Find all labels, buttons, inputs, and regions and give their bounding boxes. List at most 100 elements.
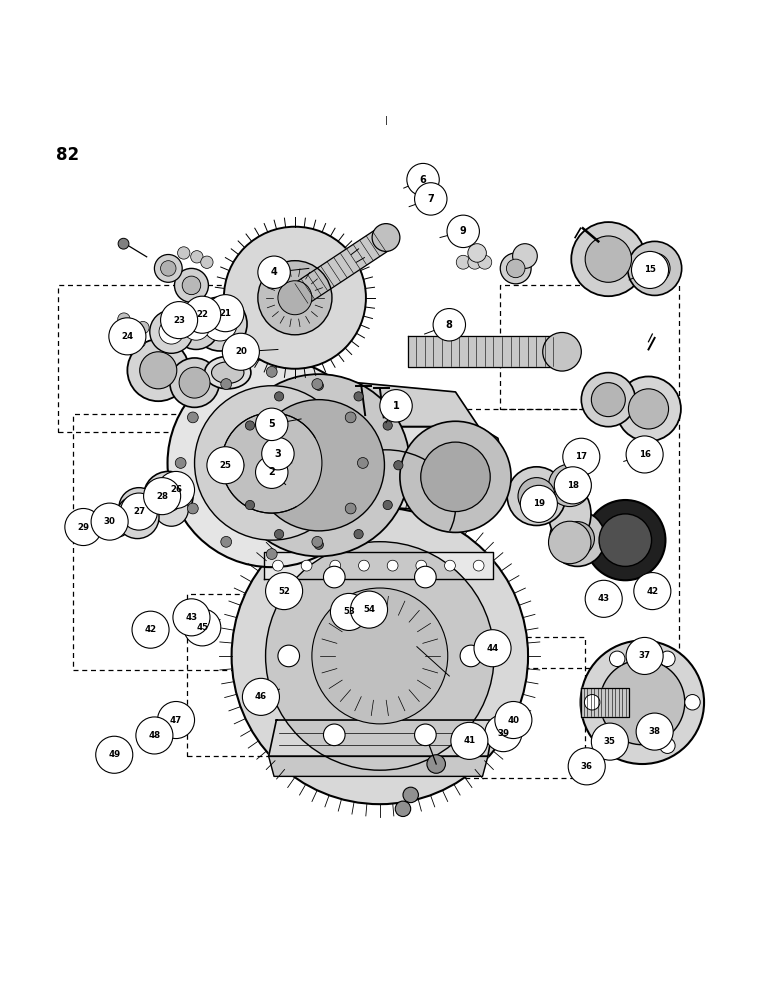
Circle shape: [228, 374, 410, 556]
Circle shape: [179, 367, 210, 398]
Circle shape: [280, 464, 291, 475]
Text: 4: 4: [271, 267, 277, 277]
Text: 23: 23: [173, 316, 185, 325]
Circle shape: [560, 522, 594, 556]
Circle shape: [659, 651, 675, 667]
Circle shape: [242, 678, 279, 715]
Circle shape: [372, 224, 400, 251]
Circle shape: [460, 645, 482, 667]
Text: 29: 29: [77, 523, 90, 532]
Circle shape: [407, 163, 439, 196]
Text: 26: 26: [170, 485, 182, 494]
Circle shape: [323, 724, 345, 746]
Circle shape: [195, 386, 349, 540]
Circle shape: [207, 447, 244, 484]
Text: 47: 47: [170, 716, 182, 725]
Text: 52: 52: [278, 587, 290, 596]
Circle shape: [600, 660, 685, 745]
Ellipse shape: [205, 356, 251, 389]
Circle shape: [222, 333, 259, 370]
Circle shape: [274, 529, 283, 539]
Text: 53: 53: [343, 607, 355, 616]
Circle shape: [232, 508, 528, 804]
Circle shape: [193, 297, 247, 351]
Circle shape: [584, 695, 600, 710]
Text: 36: 36: [581, 762, 593, 771]
Circle shape: [154, 255, 182, 282]
Circle shape: [256, 456, 288, 488]
Circle shape: [591, 723, 628, 760]
Circle shape: [626, 436, 663, 473]
Circle shape: [474, 630, 511, 667]
Text: 37: 37: [638, 651, 651, 660]
Polygon shape: [288, 227, 393, 308]
Circle shape: [520, 485, 557, 522]
Circle shape: [513, 244, 537, 268]
Text: 44: 44: [486, 644, 499, 653]
Circle shape: [468, 244, 486, 262]
Text: 25: 25: [219, 461, 232, 470]
Polygon shape: [408, 336, 562, 367]
Circle shape: [478, 255, 492, 269]
Circle shape: [591, 383, 625, 417]
Circle shape: [245, 500, 255, 510]
Text: 43: 43: [598, 594, 610, 603]
Circle shape: [388, 560, 398, 571]
Text: 9: 9: [460, 226, 466, 236]
Circle shape: [616, 376, 681, 441]
Polygon shape: [581, 688, 629, 717]
Circle shape: [203, 307, 237, 341]
Circle shape: [500, 253, 531, 284]
Circle shape: [144, 478, 181, 515]
Circle shape: [585, 580, 622, 617]
Circle shape: [468, 255, 482, 269]
Circle shape: [113, 334, 125, 346]
Circle shape: [182, 312, 210, 340]
Circle shape: [345, 412, 356, 423]
Circle shape: [550, 511, 605, 566]
Circle shape: [150, 310, 193, 353]
Text: 39: 39: [497, 729, 510, 738]
Circle shape: [354, 392, 363, 401]
Circle shape: [636, 713, 673, 750]
Circle shape: [137, 321, 149, 334]
Circle shape: [433, 309, 466, 341]
Circle shape: [639, 253, 670, 284]
Text: 19: 19: [533, 499, 545, 508]
Circle shape: [581, 373, 635, 427]
Circle shape: [256, 408, 288, 441]
Circle shape: [266, 549, 277, 559]
Circle shape: [350, 591, 388, 628]
Polygon shape: [264, 552, 493, 579]
Circle shape: [221, 379, 232, 389]
Circle shape: [345, 503, 356, 514]
Polygon shape: [269, 756, 488, 776]
Text: 45: 45: [196, 623, 208, 632]
Circle shape: [178, 247, 190, 259]
Circle shape: [224, 227, 366, 369]
Circle shape: [266, 366, 277, 377]
Circle shape: [153, 481, 184, 512]
Circle shape: [357, 458, 368, 468]
Circle shape: [266, 573, 303, 610]
Circle shape: [548, 521, 591, 564]
Circle shape: [140, 352, 177, 389]
Circle shape: [415, 566, 436, 588]
Circle shape: [427, 755, 445, 773]
Circle shape: [445, 560, 455, 571]
Circle shape: [659, 738, 675, 753]
Circle shape: [157, 701, 195, 739]
Circle shape: [394, 461, 403, 470]
Circle shape: [506, 259, 525, 278]
Text: 21: 21: [219, 309, 232, 318]
Circle shape: [132, 611, 169, 648]
Text: 7: 7: [428, 194, 434, 204]
Circle shape: [201, 256, 213, 268]
Circle shape: [273, 560, 283, 571]
Text: 20: 20: [235, 347, 247, 356]
Circle shape: [626, 637, 663, 674]
Circle shape: [174, 268, 208, 302]
Text: 38: 38: [648, 727, 661, 736]
Circle shape: [182, 276, 201, 295]
Circle shape: [421, 442, 490, 512]
